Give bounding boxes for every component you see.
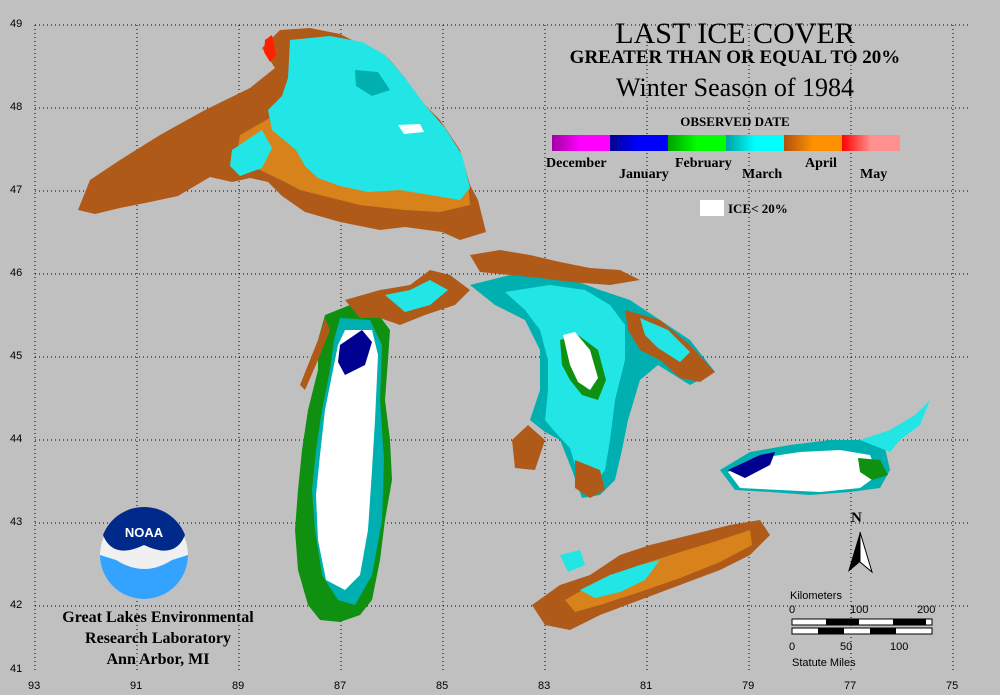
legend-swatch [784, 135, 813, 151]
lon-label: 75 [946, 680, 959, 692]
legend-swatch [610, 135, 639, 151]
legend-month-february: February [675, 156, 732, 171]
lon-label: 89 [232, 680, 245, 692]
lake-superior [78, 28, 486, 240]
legend-month-december: December [546, 156, 607, 171]
legend-swatch [755, 135, 784, 151]
scale-mi-tick: 100 [890, 641, 909, 653]
north-label: N [851, 510, 862, 526]
lat-label: 42 [10, 599, 23, 611]
lat-label: 44 [10, 433, 23, 445]
lon-label: 79 [742, 680, 755, 692]
legend-month-january: January [619, 167, 669, 182]
legend-swatch [813, 135, 842, 151]
lat-label: 47 [10, 184, 23, 196]
legend-swatch [639, 135, 668, 151]
lat-label: 43 [10, 516, 23, 528]
lake-ontario [720, 400, 930, 495]
lat-label: 46 [10, 267, 23, 279]
legend-swatch [668, 135, 697, 151]
lake-huron [470, 250, 715, 498]
map-subtitle: GREATER THAN OR EQUAL TO 20% [569, 47, 901, 68]
lon-label: 81 [640, 680, 653, 692]
scale-km-title: Kilometers [790, 590, 842, 602]
legend-title: OBSERVED DATE [680, 114, 790, 129]
legend-swatch [726, 135, 755, 151]
lake-michigan [295, 305, 392, 622]
lat-label: 41 [10, 663, 23, 675]
org-line-2: Research Laboratory [85, 630, 231, 647]
lat-label: 45 [10, 350, 23, 362]
legend-swatch [552, 135, 581, 151]
legend-month-may: May [860, 167, 888, 182]
lon-label: 85 [436, 680, 449, 692]
ice-legend-label: ICE< 20% [728, 201, 788, 216]
legend-month-march: March [742, 167, 783, 182]
scale-km-tick: 200 [917, 604, 936, 616]
legend-swatch [842, 135, 871, 151]
lat-label: 48 [10, 101, 23, 113]
map-title: LAST ICE COVER [615, 17, 855, 50]
scale-mi-title: Statute Miles [792, 657, 856, 669]
noaa-logo-text: NOAA [125, 525, 164, 540]
legend-swatch [581, 135, 610, 151]
lon-label: 83 [538, 680, 551, 692]
lake-michigan-north [345, 270, 470, 325]
north-arrow-icon [848, 531, 873, 574]
legend-swatch [697, 135, 726, 151]
noaa-logo: NOAA [100, 506, 188, 599]
legend-color-bar [552, 135, 900, 151]
lake-erie [532, 520, 770, 630]
lon-label: 91 [130, 680, 143, 692]
legend-swatch [871, 135, 900, 151]
lon-label: 93 [28, 680, 41, 692]
lon-label: 77 [844, 680, 857, 692]
scale-mi-tick: 50 [840, 641, 853, 653]
scale-bar [791, 618, 933, 635]
season-label: Winter Season of 1984 [616, 73, 854, 102]
legend-month-april: April [805, 156, 837, 171]
scale-mi-tick: 0 [789, 641, 796, 653]
lat-label: 49 [10, 18, 23, 30]
org-line-3: Ann Arbor, MI [106, 651, 210, 668]
scale-km-tick: 0 [789, 604, 796, 616]
lon-label: 87 [334, 680, 347, 692]
org-line-1: Great Lakes Environmental [62, 609, 254, 626]
ice-legend-swatch [700, 200, 724, 216]
scale-km-tick: 100 [850, 604, 869, 616]
